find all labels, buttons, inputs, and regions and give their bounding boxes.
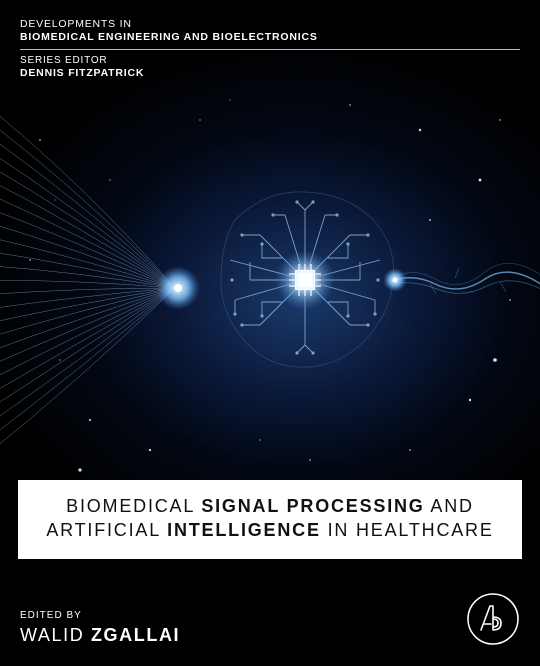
series-title: BIOMEDICAL ENGINEERING AND BIOELECTRONIC… — [20, 31, 520, 43]
author-first: WALID — [20, 625, 91, 645]
right-tendril — [395, 263, 540, 294]
title-band: BIOMEDICAL SIGNAL PROCESSING AND ARTIFIC… — [18, 480, 522, 559]
title-line1-tail: AND — [425, 496, 474, 516]
author-last: ZGALLAI — [91, 625, 180, 645]
chip-core — [275, 250, 335, 310]
bottom-bar: EDITED BY WALID ZGALLAI — [20, 592, 520, 646]
author-block: EDITED BY WALID ZGALLAI — [20, 610, 180, 646]
title-line2-light: ARTIFICIAL — [46, 520, 167, 540]
author-name: WALID ZGALLAI — [20, 625, 180, 646]
header-rule — [20, 49, 520, 50]
series-prefix: DEVELOPMENTS IN — [20, 18, 520, 30]
title-line1-bold: SIGNAL PROCESSING — [201, 496, 424, 516]
title-line2-bold: INTELLIGENCE — [167, 520, 321, 540]
ap-logo-icon — [466, 592, 520, 646]
wave-fan — [0, 100, 175, 460]
artwork-svg — [0, 0, 540, 666]
cover-artwork — [0, 0, 540, 666]
series-editor-label: SERIES EDITOR — [20, 55, 520, 66]
title-line-1: BIOMEDICAL SIGNAL PROCESSING AND — [30, 496, 510, 517]
title-line2-tail: IN HEALTHCARE — [321, 520, 494, 540]
book-cover: DEVELOPMENTS IN BIOMEDICAL ENGINEERING A… — [0, 0, 540, 666]
title-line1-light: BIOMEDICAL — [66, 496, 201, 516]
series-editor-name: DENNIS FITZPATRICK — [20, 67, 520, 79]
edited-by-label: EDITED BY — [20, 610, 180, 621]
series-header: DEVELOPMENTS IN BIOMEDICAL ENGINEERING A… — [20, 18, 520, 79]
title-line-2: ARTIFICIAL INTELLIGENCE IN HEALTHCARE — [30, 520, 510, 541]
publisher-logo — [466, 592, 520, 646]
